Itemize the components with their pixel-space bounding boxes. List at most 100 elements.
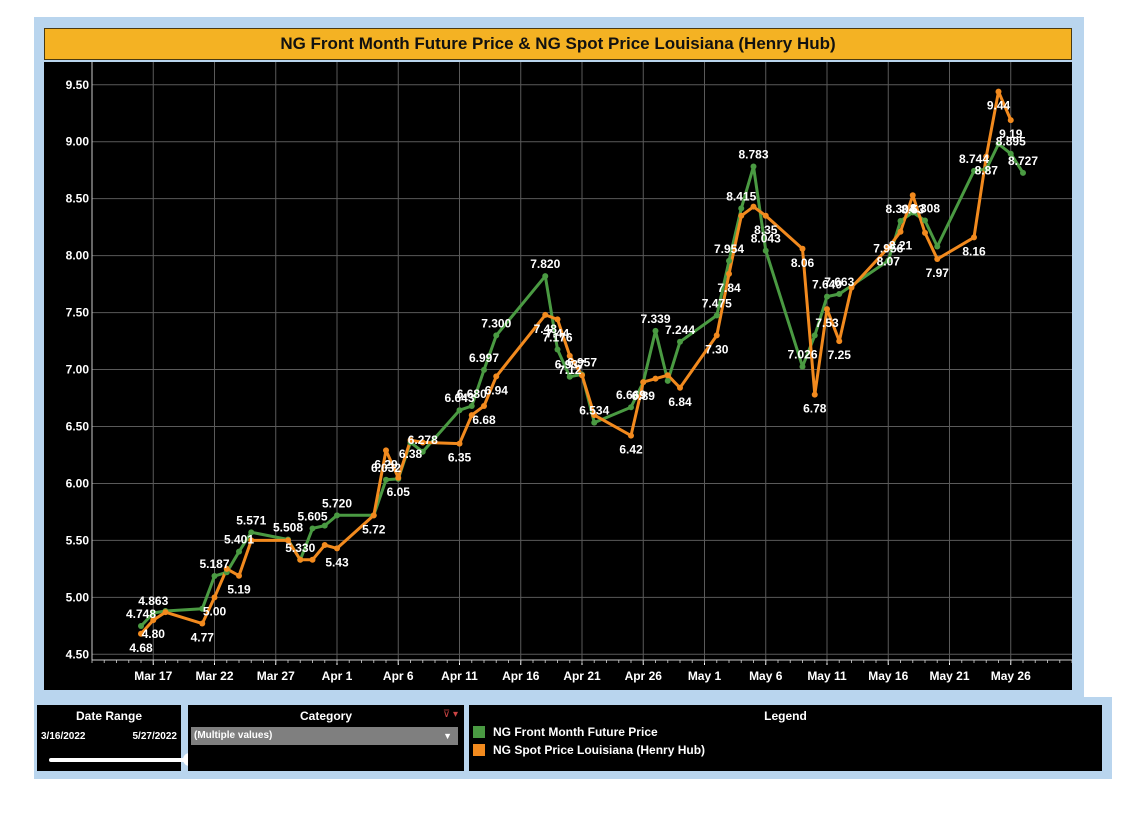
spot-data-point xyxy=(419,439,426,446)
spot-data-point xyxy=(897,228,904,235)
spot-data-point xyxy=(909,192,916,199)
spot-data-point xyxy=(848,284,855,291)
data-label: 5.19 xyxy=(227,583,251,597)
front-month-data-point xyxy=(897,218,904,225)
x-tick-label: May 26 xyxy=(991,669,1031,683)
data-label: 8.043 xyxy=(751,232,781,246)
data-label: 7.48 xyxy=(534,322,558,336)
chart-area[interactable]: 4.50 5.00 5.50 6.00 6.50 7.00 7.50 8.00 8.50 9.00… xyxy=(44,62,1073,690)
data-label: 6.42 xyxy=(619,443,643,457)
spot-data-point xyxy=(236,572,242,579)
data-label: 5.72 xyxy=(362,522,386,536)
data-label: 6.643 xyxy=(444,391,474,405)
x-tick-label: Apr 26 xyxy=(625,669,663,683)
spot-data-point xyxy=(750,203,757,210)
x-tick-label: Apr 6 xyxy=(383,669,414,683)
spot-data-point xyxy=(309,556,316,563)
spot-data-point xyxy=(652,375,659,382)
spot-data-point xyxy=(762,212,769,219)
front-month-data-point xyxy=(456,407,463,414)
data-label: 5.401 xyxy=(224,533,254,547)
chevron-down-icon[interactable]: ▼ xyxy=(443,731,452,741)
front-month-data-point xyxy=(591,419,598,426)
front-month-data-point xyxy=(419,448,426,455)
data-label: 6.534 xyxy=(579,404,609,418)
data-label: 6.669 xyxy=(616,388,646,402)
x-tick-label: Apr 1 xyxy=(322,669,353,683)
front-month-data-point xyxy=(199,605,206,612)
date-range-title: Date Range xyxy=(75,709,143,723)
front-month-data-point xyxy=(664,377,671,384)
y-tick-label: 7.50 xyxy=(66,306,90,320)
data-label: 7.339 xyxy=(640,312,670,326)
data-label: 5.720 xyxy=(322,496,352,510)
spot-data-point xyxy=(664,372,671,379)
y-tick-label: 8.00 xyxy=(66,249,90,263)
spot-data-point xyxy=(297,556,304,563)
clear-filter-icon[interactable]: ⊽ ▾ xyxy=(442,709,458,720)
data-label: 6.680 xyxy=(457,387,487,401)
spot-data-point xyxy=(456,440,463,447)
spot-data-point xyxy=(726,270,732,277)
data-label: 6.997 xyxy=(469,351,499,365)
data-label: 7.84 xyxy=(717,281,741,295)
x-tick-label: Apr 16 xyxy=(502,669,540,683)
legend-item-spot[interactable]: NG Spot Price Louisiana (Henry Hub) xyxy=(473,741,1102,759)
data-label: 6.35 xyxy=(448,451,472,465)
category-select[interactable]: (Multiple values) ▼ xyxy=(191,727,458,745)
spot-data-point xyxy=(542,311,549,318)
data-label: 7.53 xyxy=(815,316,839,330)
line-chart[interactable]: 4.50 5.00 5.50 6.00 6.50 7.00 7.50 8.00 8.50 9.00… xyxy=(44,62,1073,690)
y-tick-label: 4.50 xyxy=(66,647,90,661)
data-label: 7.956 xyxy=(873,242,903,256)
front-month-data-point xyxy=(652,327,659,334)
spot-data-point xyxy=(223,565,230,572)
front-month-data-point xyxy=(628,404,634,411)
front-month-data-point xyxy=(236,548,242,555)
front-month-data-point xyxy=(248,529,255,536)
data-label: 8.415 xyxy=(726,189,756,203)
front-month-data-point xyxy=(309,525,316,532)
x-tick-label: May 21 xyxy=(929,669,969,683)
date-range-slider-track[interactable] xyxy=(49,758,189,762)
chart-title: NG Front Month Future Price & NG Spot Pr… xyxy=(44,28,1072,60)
front-month-data-point xyxy=(542,273,549,280)
data-label: 4.80 xyxy=(142,627,166,641)
spot-data-point xyxy=(199,620,206,627)
data-label: 9.19 xyxy=(999,127,1023,141)
data-label: 6.94 xyxy=(485,383,509,397)
data-label: 8.35 xyxy=(754,223,778,237)
spot-data-point xyxy=(138,630,144,637)
data-label: 5.330 xyxy=(285,541,315,555)
legend-swatch-green xyxy=(473,726,485,738)
x-tick-label: Apr 21 xyxy=(563,669,601,683)
legend-item-front-month[interactable]: NG Front Month Future Price xyxy=(473,723,1102,741)
y-tick-label: 5.50 xyxy=(66,533,90,547)
legend-label: NG Spot Price Louisiana (Henry Hub) xyxy=(493,743,706,757)
data-label: 4.863 xyxy=(138,594,168,608)
data-label: 4.77 xyxy=(191,631,215,645)
y-tick-label: 8.50 xyxy=(66,192,90,206)
x-tick-label: May 1 xyxy=(688,669,722,683)
legend-panel: Legend NG Front Month Future Price NG Sp… xyxy=(469,705,1102,771)
spot-data-point xyxy=(836,338,843,345)
front-month-data-point xyxy=(922,217,928,224)
front-month-data-point xyxy=(481,366,487,373)
spot-data-point xyxy=(395,474,402,481)
front-month-data-point xyxy=(909,209,916,216)
front-month-data-point xyxy=(554,346,561,353)
front-month-data-point xyxy=(493,332,500,339)
front-month-data-point xyxy=(726,257,732,264)
y-tick-label: 9.00 xyxy=(66,135,90,149)
spot-data-point xyxy=(628,432,634,439)
data-label: 6.278 xyxy=(408,433,438,447)
data-label: 5.00 xyxy=(203,604,227,618)
data-label: 7.300 xyxy=(481,316,511,330)
spot-data-point xyxy=(983,153,990,160)
date-range-filter[interactable]: Date Range 3/16/2022 5/27/2022 xyxy=(37,705,205,771)
category-filter[interactable]: Category ⊽ ▾ (Multiple values) ▼ xyxy=(188,705,464,771)
spot-data-point xyxy=(811,391,818,398)
data-label: 5.43 xyxy=(325,555,349,569)
spot-data-point xyxy=(713,332,720,339)
data-label: 7.820 xyxy=(530,257,560,271)
